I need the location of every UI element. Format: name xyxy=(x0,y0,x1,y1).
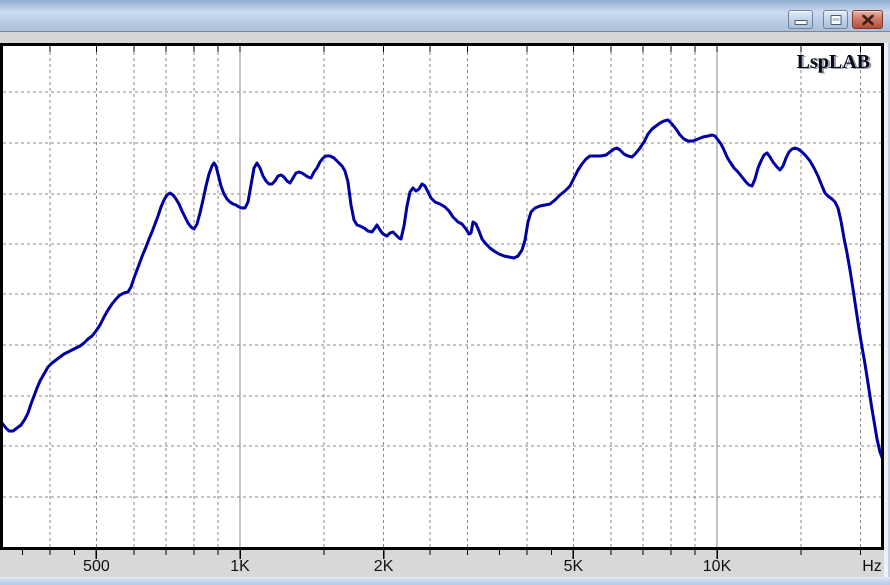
x-axis-strip xyxy=(0,550,890,577)
maximize-icon-inner xyxy=(832,17,839,21)
maximize-button[interactable] xyxy=(823,10,848,29)
x-axis-unit-label: Hz xyxy=(862,558,882,575)
plot-border xyxy=(0,43,884,550)
x-tick-label: 5K xyxy=(564,558,584,575)
plot-background xyxy=(0,43,890,550)
window-right-border xyxy=(888,43,890,577)
x-tick-label: 1K xyxy=(230,558,250,575)
window-toolbar-strip xyxy=(0,31,890,43)
maximize-icon xyxy=(830,14,841,25)
close-button[interactable] xyxy=(852,10,883,29)
window-right-edge xyxy=(884,43,888,577)
window-titlebar xyxy=(0,0,890,31)
response-curve xyxy=(0,118,887,465)
brand-logo-shadow: LspLAB xyxy=(799,52,872,74)
frequency-response-chart: 500 1K 2K 5K 10K Hz LspLAB LspLAB xyxy=(0,43,890,577)
brand-logo: LspLAB xyxy=(797,51,870,73)
minimize-icon xyxy=(794,20,807,25)
x-tick-label: 500 xyxy=(83,558,110,575)
x-tick-label: 2K xyxy=(374,558,394,575)
x-tick-label: 10K xyxy=(703,558,732,575)
chart-generated-layers: 500 1K 2K 5K 10K Hz xyxy=(0,43,890,577)
minimize-button[interactable] xyxy=(788,10,813,29)
close-icon xyxy=(861,14,874,25)
window-bottom-edge xyxy=(0,577,890,585)
